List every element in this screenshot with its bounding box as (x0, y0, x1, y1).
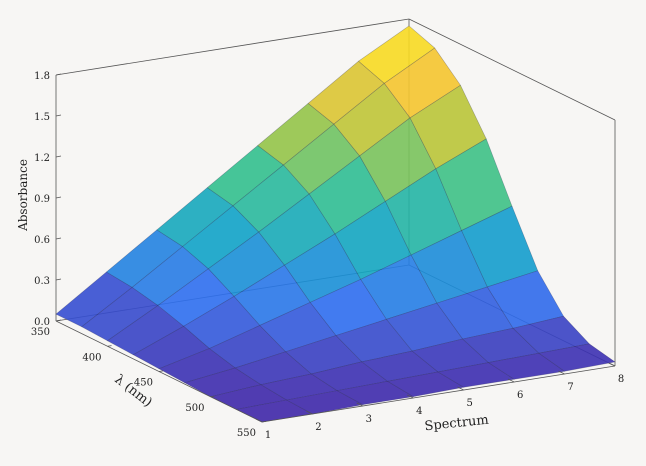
x-tick-label: 2 (315, 422, 321, 433)
surface-mesh (55, 25, 616, 423)
x-tick-label: 6 (517, 390, 523, 401)
y-tick-label: 350 (31, 327, 50, 338)
z-tick-label: 0.0 (34, 317, 50, 328)
x-tick-mark (356, 402, 364, 407)
x-axis-line (261, 365, 616, 423)
surface-patch (538, 343, 616, 372)
y-tick-mark (55, 319, 61, 322)
x-tick-mark (306, 410, 313, 415)
z-tick-label: 0.6 (34, 235, 50, 246)
z-tick-mark (55, 155, 62, 158)
y-tick-label: 550 (237, 428, 256, 439)
z-tick-mark (55, 114, 62, 117)
z-tick-label: 1.2 (34, 153, 50, 164)
z-tick-label: 0.3 (34, 276, 50, 287)
x-tick-label: 1 (265, 430, 271, 441)
y-tick-label: 400 (82, 352, 101, 363)
y-tick-mark (107, 345, 112, 347)
x-tick-label: 4 (416, 406, 422, 417)
axes-box-front (55, 319, 616, 423)
z-tick-mark (55, 237, 62, 240)
x-tick-label: 8 (618, 374, 624, 385)
x-tick-mark (558, 370, 565, 375)
y-tick-label: 500 (185, 403, 204, 414)
y-tick-label: 450 (134, 378, 153, 389)
x-tick-mark (255, 418, 263, 423)
back-top-edge (55, 18, 410, 76)
z-tick-label: 0.9 (34, 194, 50, 205)
right-top-edge (408, 18, 616, 121)
x-tick-label: 5 (467, 398, 473, 409)
x-tick-mark (507, 378, 515, 383)
x-tick-mark (406, 394, 414, 399)
x-tick-mark (457, 386, 464, 391)
x-tick-label: 7 (567, 382, 573, 393)
z-tick-mark (55, 196, 62, 199)
tick-labels: 0.0 0.3 0.6 0.9 1.2 1.5 1.8 1 2 3 4 5 6 7 8 350 400 450 50… (31, 71, 624, 441)
x-tick-mark (608, 362, 616, 367)
z-tick-label: 1.5 (34, 112, 50, 123)
x-tick-label: 3 (366, 414, 372, 425)
z-axis-label: Absorbance (16, 159, 30, 232)
y-tick-mark (158, 370, 164, 372)
z-tick-mark (55, 278, 62, 281)
y-tick-mark (261, 420, 267, 423)
z-tick-label: 1.8 (34, 71, 50, 82)
y-tick-mark (210, 395, 215, 398)
z-tick-mark (55, 73, 62, 76)
x-axis-label: Spectrum (424, 413, 490, 435)
